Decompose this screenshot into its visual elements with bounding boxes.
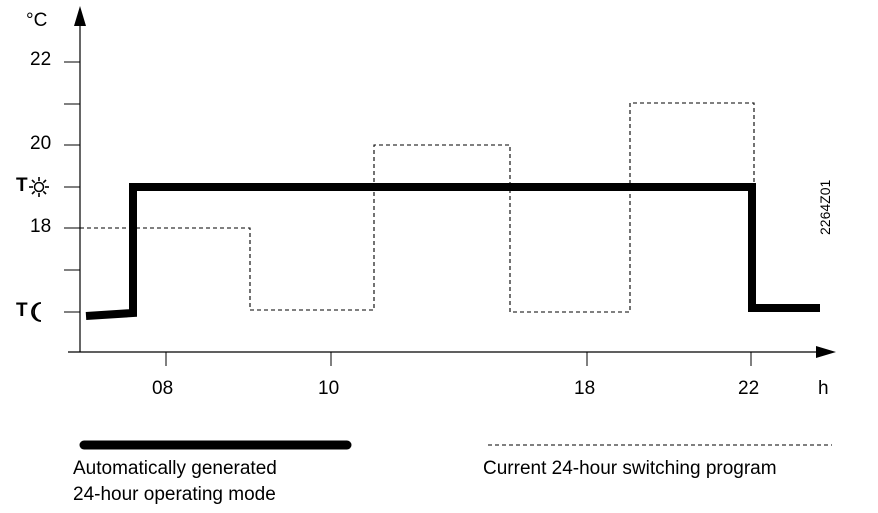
y-axis-arrow	[74, 6, 86, 26]
comfort-temp-letter: T	[16, 175, 28, 196]
y-tick-label-22: 22	[30, 49, 52, 70]
legend-solid-label-line1: Automatically generated	[73, 458, 277, 479]
series-switching-program	[80, 102, 755, 313]
y-tick-label-18: 18	[30, 216, 52, 237]
x-tick-label-18: 18	[574, 378, 596, 399]
legend-solid-label-line2: 24-hour operating mode	[73, 484, 276, 505]
moon-icon	[31, 302, 42, 322]
figure-code: 2264Z01	[817, 180, 833, 235]
x-tick-label-10: 10	[318, 378, 340, 399]
legend-solid-label: Automatically generated 24-hour operatin…	[73, 456, 277, 508]
reduced-temp-letter: T	[16, 300, 28, 321]
x-axis-arrow	[816, 346, 836, 358]
legend-dashed-label: Current 24-hour switching program	[483, 458, 777, 479]
x-tick-label-08: 08	[152, 378, 174, 399]
x-unit-label: h	[818, 378, 829, 399]
sun-icon	[29, 177, 49, 197]
y-unit-label: °C	[26, 10, 48, 31]
x-tick-label-22: 22	[738, 378, 760, 399]
y-tick-label-20: 20	[30, 133, 52, 154]
series-operating-mode	[85, 183, 820, 320]
